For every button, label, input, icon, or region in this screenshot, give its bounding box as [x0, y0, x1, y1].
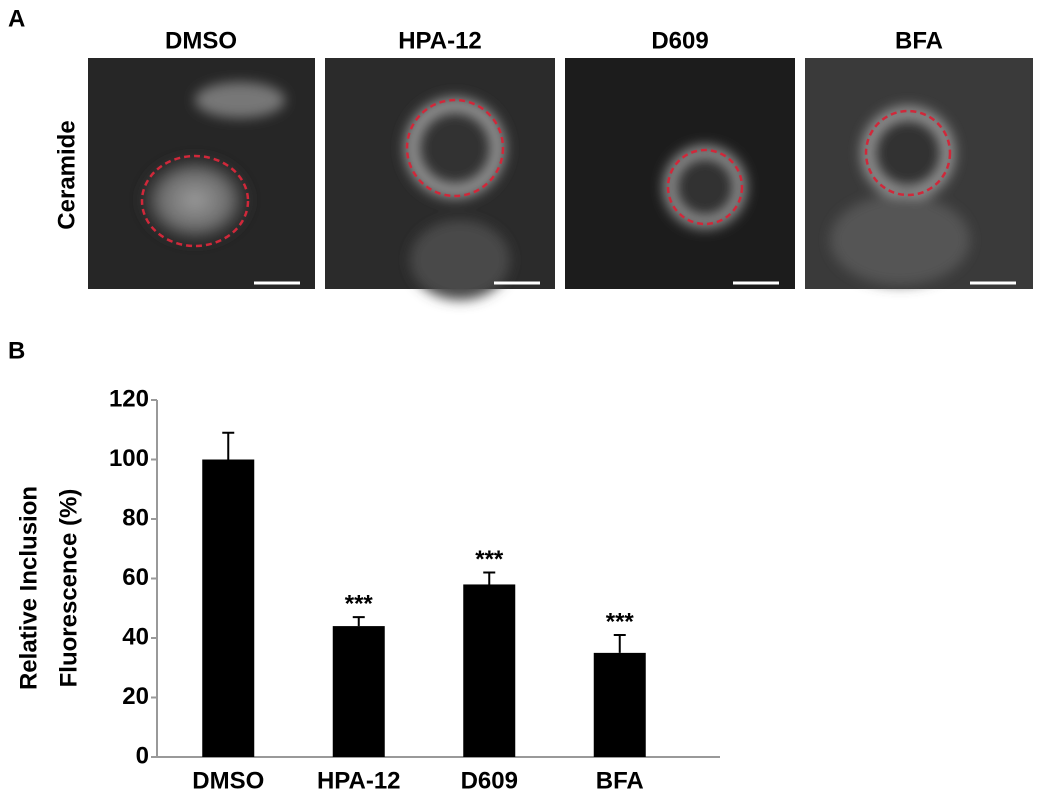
micrograph: [565, 58, 795, 289]
significance-label: ***: [606, 608, 635, 635]
error-bar: [222, 431, 235, 460]
row-label: Ceramide: [53, 120, 80, 229]
y-tick-label: 100: [109, 445, 149, 472]
significance-label: ***: [475, 546, 504, 573]
error-bar: [483, 571, 496, 585]
micrograph: [325, 58, 555, 300]
bar: [463, 584, 516, 757]
x-tick-label: BFA: [596, 767, 644, 794]
image-title: HPA-12: [398, 27, 482, 54]
y-axis-label: Relative Inclusion: [15, 486, 42, 690]
y-tick-label: 80: [122, 504, 149, 531]
image-title: D609: [651, 27, 708, 54]
bar: [593, 652, 646, 757]
image-title: BFA: [895, 27, 943, 54]
bar: [202, 459, 255, 757]
micrograph: [805, 58, 1033, 289]
y-tick-label: 40: [122, 623, 149, 650]
error-bar: [613, 634, 626, 653]
y-tick-label: 20: [122, 683, 149, 710]
image-title: DMSO: [165, 27, 237, 54]
y-tick-label: 120: [109, 385, 149, 412]
significance-label: ***: [345, 591, 374, 618]
y-tick-label: 60: [122, 564, 149, 591]
micrograph: [88, 58, 315, 289]
panel-label: B: [8, 337, 25, 364]
error-bar: [352, 616, 365, 627]
bar: [332, 626, 385, 757]
y-tick-label: 0: [136, 742, 149, 769]
panel-label: A: [8, 5, 25, 32]
x-tick-label: DMSO: [192, 767, 264, 794]
x-tick-label: D609: [461, 767, 518, 794]
x-tick-label: HPA-12: [317, 767, 401, 794]
y-axis-label: Fluorescence (%): [55, 489, 82, 688]
micrographs: [88, 58, 1033, 300]
